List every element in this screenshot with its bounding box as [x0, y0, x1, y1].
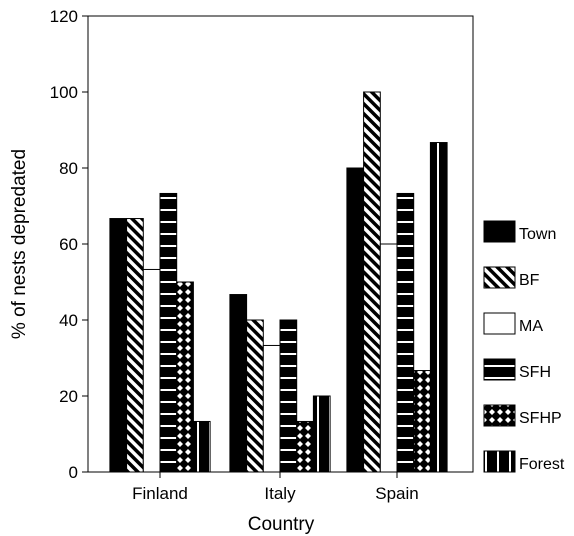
bar-sfh-spain: [396, 192, 415, 473]
y-axis-title: % of nests depredated: [9, 149, 30, 339]
legend-swatch-ma: [483, 312, 516, 335]
bar-ma-finland: [142, 268, 161, 473]
bar-ma-spain: [379, 243, 398, 473]
y-tick-label: 20: [59, 387, 78, 406]
bar-sfh-finland: [159, 192, 178, 473]
x-tick-label: Spain: [375, 484, 418, 503]
legend-label-forest: Forest: [519, 456, 565, 473]
y-tick-label: 40: [59, 311, 78, 330]
legend: Town BF MA SFH SFHP Forest: [483, 220, 565, 473]
bar-sfhp-finland: [176, 281, 194, 473]
legend-swatch-town: [483, 220, 516, 243]
legend-label-town: Town: [519, 226, 556, 243]
x-tick-label: Finland: [132, 484, 188, 503]
x-tick-label: Italy: [264, 484, 296, 503]
y-tick-label: 100: [50, 83, 78, 102]
bar-ma-italy: [262, 344, 281, 473]
legend-swatch-forest: [483, 450, 516, 473]
bar-sfh-italy: [279, 319, 298, 473]
y-tick-label: 120: [50, 7, 78, 26]
x-axis: Finland Italy Spain: [132, 472, 419, 503]
legend-label-ma: MA: [519, 318, 543, 335]
bar-forest-finland: [192, 420, 211, 473]
bar-town-finland: [109, 218, 128, 473]
x-axis-title: Country: [248, 514, 315, 535]
legend-swatch-sfhp: [483, 404, 516, 427]
bar-sfhp-spain: [413, 370, 431, 473]
legend-label-sfhp: SFHP: [519, 410, 562, 427]
y-axis: 0 20 40 60 80 100 120: [50, 7, 88, 482]
bar-bf-finland: [126, 218, 144, 473]
y-tick-label: 80: [59, 159, 78, 178]
y-tick-label: 0: [69, 463, 78, 482]
legend-label-bf: BF: [519, 272, 540, 289]
legend-label-sfh: SFH: [519, 364, 551, 381]
bar-forest-spain: [429, 142, 448, 473]
legend-swatch-sfh: [483, 358, 516, 381]
bar-sfhp-italy: [296, 420, 314, 473]
bar-bf-italy: [246, 319, 264, 473]
bars: [109, 91, 448, 473]
bar-forest-italy: [312, 395, 331, 473]
bar-town-spain: [346, 167, 365, 473]
y-tick-label: 60: [59, 235, 78, 254]
bar-town-italy: [229, 294, 248, 473]
legend-swatch-bf: [483, 266, 516, 289]
bar-bf-spain: [363, 91, 381, 473]
